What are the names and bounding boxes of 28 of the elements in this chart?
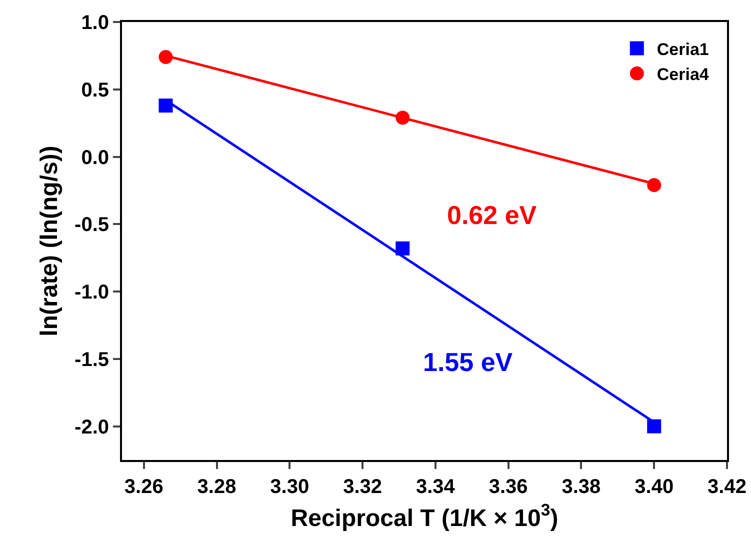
y-tick-label: 0.0 — [81, 146, 109, 169]
x-tick-label: 3.40 — [634, 476, 674, 498]
point — [158, 98, 173, 113]
x-tick-label: 3.28 — [197, 476, 236, 498]
y-tick-label: -0.5 — [74, 214, 109, 236]
x-tick-label: 3.36 — [488, 476, 528, 498]
x-axis-title: Reciprocal T (1/K × 10$^{3}$) — [290, 500, 558, 532]
y-tick-label: -1.5 — [74, 348, 109, 371]
legend-label: Ceria1 — [656, 40, 709, 59]
legend-label: Ceria4 — [656, 65, 710, 84]
annotation: 0.62 eV — [447, 200, 538, 230]
y-tick-label: -1.0 — [74, 282, 109, 304]
y-tick-label: 1.0 — [81, 12, 109, 34]
x-tick-label: 3.42 — [708, 476, 746, 498]
point — [396, 110, 410, 125]
x-tick-label: 3.34 — [416, 476, 456, 498]
y-tick-label: 0.5 — [81, 79, 109, 102]
point — [158, 50, 173, 64]
annotation: 1.55 eV — [423, 347, 514, 377]
x-tick-label: 3.32 — [343, 476, 382, 498]
x-tick-label: 3.30 — [270, 476, 310, 498]
y-tick-label: -2.0 — [74, 416, 109, 438]
x-tick-label: 3.26 — [124, 476, 164, 498]
x-tick-label: 3.38 — [562, 476, 601, 498]
point — [647, 178, 662, 192]
y-axis-title: ln(rate) (ln(ng/s)) — [36, 146, 64, 336]
point — [396, 241, 410, 256]
point — [647, 419, 662, 434]
